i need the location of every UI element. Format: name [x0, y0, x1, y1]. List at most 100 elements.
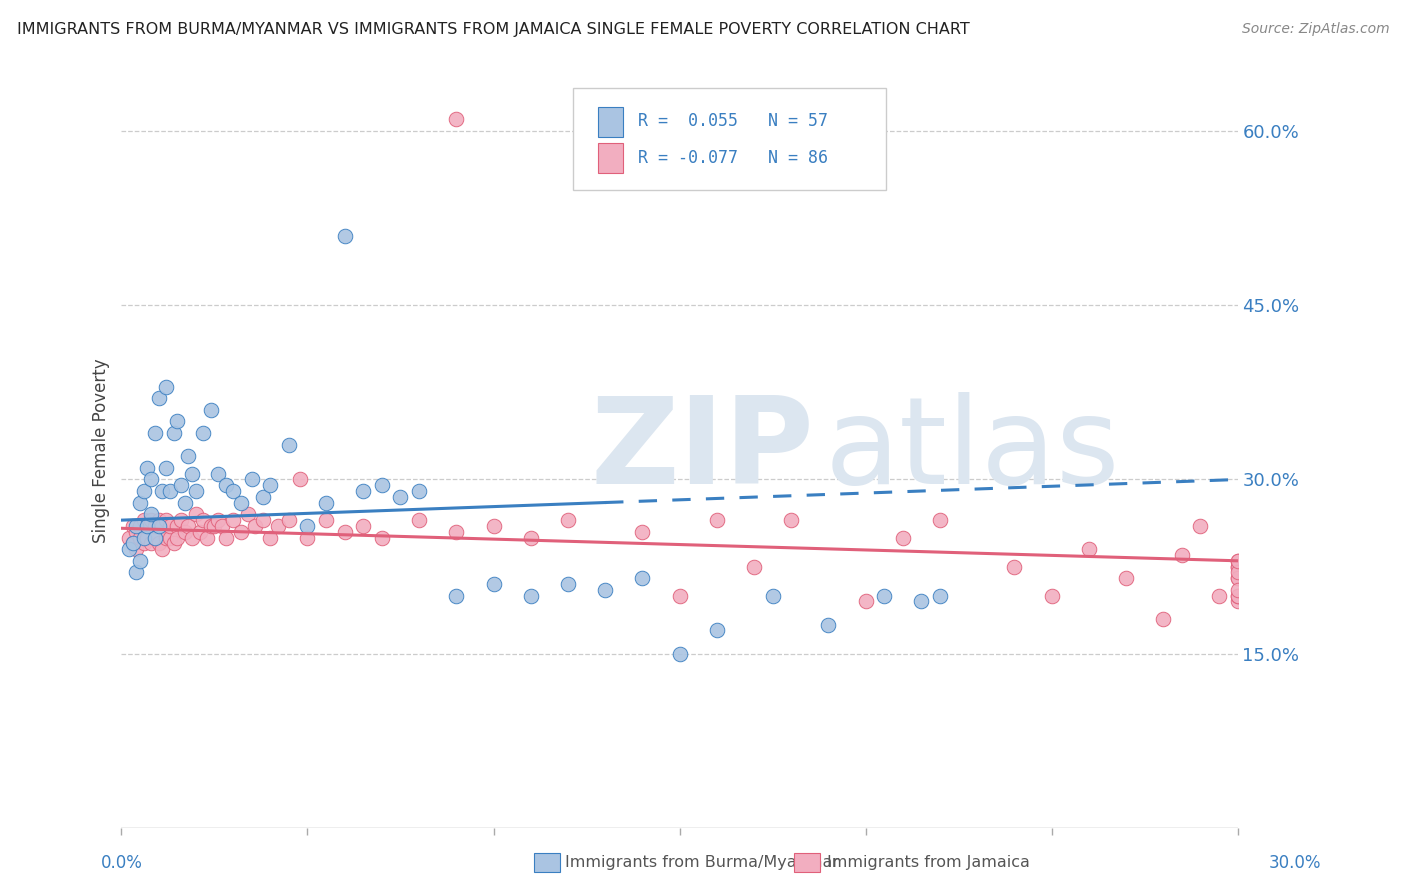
Point: [222, 513, 245, 527]
Point: [668, 589, 690, 603]
Point: [132, 513, 155, 527]
Point: [125, 519, 148, 533]
Point: [333, 228, 356, 243]
Point: [259, 531, 281, 545]
Point: [170, 513, 193, 527]
Point: [155, 531, 177, 545]
Point: [166, 519, 188, 533]
Point: [1077, 542, 1099, 557]
Point: [408, 484, 430, 499]
Point: [1226, 566, 1249, 580]
Point: [173, 524, 195, 539]
Point: [166, 531, 188, 545]
Point: [181, 531, 204, 545]
Point: [446, 112, 468, 127]
Point: [136, 461, 159, 475]
Point: [482, 519, 505, 533]
Point: [1226, 594, 1249, 608]
Point: [204, 519, 226, 533]
Point: [519, 531, 541, 545]
Point: [214, 531, 236, 545]
Point: [141, 473, 163, 487]
Point: [252, 490, 274, 504]
Point: [267, 519, 290, 533]
Point: [1040, 589, 1063, 603]
Point: [631, 571, 654, 585]
Point: [143, 531, 166, 545]
Point: [229, 524, 252, 539]
Point: [742, 559, 765, 574]
Point: [148, 513, 170, 527]
Point: [155, 513, 177, 527]
Point: [148, 536, 170, 550]
Point: [118, 531, 141, 545]
Point: [277, 437, 299, 451]
Point: [761, 589, 783, 603]
Point: [155, 461, 177, 475]
Point: [222, 484, 245, 499]
Point: [129, 531, 152, 545]
Point: [159, 519, 181, 533]
Point: [1226, 554, 1249, 568]
Bar: [598, 144, 623, 173]
Point: [297, 519, 319, 533]
Point: [297, 531, 319, 545]
Point: [118, 542, 141, 557]
Point: [121, 519, 143, 533]
Point: [315, 496, 337, 510]
Point: [132, 484, 155, 499]
Point: [631, 524, 654, 539]
Point: [1208, 589, 1230, 603]
Point: [159, 484, 181, 499]
Point: [141, 536, 163, 550]
Point: [125, 542, 148, 557]
Point: [150, 519, 173, 533]
Point: [1115, 571, 1137, 585]
Point: [193, 513, 215, 527]
Point: [408, 513, 430, 527]
Point: [125, 566, 148, 580]
Point: [1226, 571, 1249, 585]
Point: [352, 519, 374, 533]
Point: [229, 496, 252, 510]
Point: [1152, 612, 1174, 626]
Bar: [598, 107, 623, 137]
Y-axis label: Single Female Poverty: Single Female Poverty: [93, 359, 110, 542]
Point: [352, 484, 374, 499]
Point: [181, 467, 204, 481]
Point: [129, 496, 152, 510]
Point: [929, 589, 952, 603]
Text: 30.0%: 30.0%: [1270, 854, 1322, 871]
Point: [668, 647, 690, 661]
Point: [389, 490, 412, 504]
Point: [371, 531, 394, 545]
Point: [593, 582, 616, 597]
Point: [177, 450, 200, 464]
Point: [143, 519, 166, 533]
Point: [132, 531, 155, 545]
Point: [143, 425, 166, 440]
Point: [211, 519, 233, 533]
Point: [125, 524, 148, 539]
Point: [173, 496, 195, 510]
Point: [519, 589, 541, 603]
Point: [162, 536, 184, 550]
Point: [170, 478, 193, 492]
Point: [288, 473, 311, 487]
Point: [1226, 589, 1249, 603]
Point: [121, 536, 143, 550]
Point: [557, 577, 579, 591]
Text: Source: ZipAtlas.com: Source: ZipAtlas.com: [1241, 22, 1389, 37]
Point: [132, 536, 155, 550]
Point: [141, 508, 163, 522]
Point: [277, 513, 299, 527]
Point: [891, 531, 914, 545]
Point: [252, 513, 274, 527]
Point: [207, 467, 229, 481]
Point: [446, 524, 468, 539]
Point: [240, 473, 263, 487]
Point: [245, 519, 267, 533]
Point: [166, 414, 188, 428]
Point: [446, 589, 468, 603]
Point: [129, 554, 152, 568]
